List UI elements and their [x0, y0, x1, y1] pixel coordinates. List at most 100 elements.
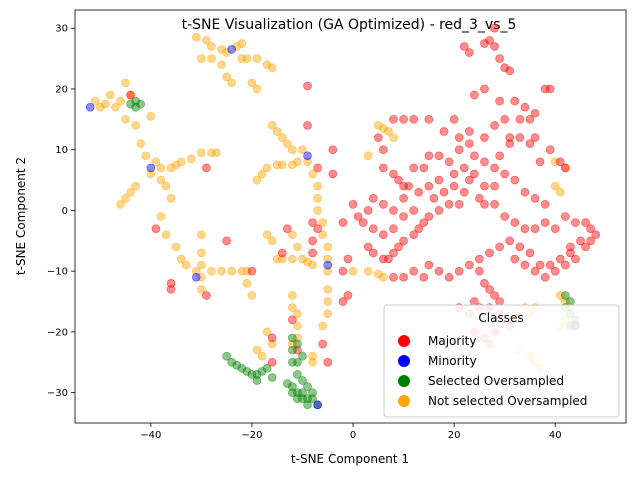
selected-oversampled-point [252, 370, 262, 379]
selected-oversampled-point [288, 382, 297, 391]
majority-point [586, 224, 595, 233]
not-selected-oversampled-point [116, 96, 125, 106]
majority-point [485, 285, 494, 294]
majority-point [555, 254, 565, 264]
majority-point [283, 224, 292, 233]
not-selected-oversampled-point [267, 339, 277, 349]
not-selected-oversampled-point [151, 157, 161, 167]
minority-point [323, 260, 333, 270]
not-selected-oversampled-point [262, 230, 272, 240]
majority-point [429, 193, 439, 203]
majority-point [490, 181, 499, 191]
not-selected-oversampled-point [197, 148, 206, 158]
majority-point [414, 187, 424, 197]
majority-point [515, 133, 525, 142]
selected-oversampled-point [126, 99, 135, 109]
majority-point [454, 133, 464, 142]
y-axis: −30 −20 −10 0 10 20 30 [47, 24, 75, 399]
majority-point [434, 266, 444, 276]
majority-point [470, 90, 479, 100]
not-selected-oversampled-point [121, 193, 130, 203]
not-selected-oversampled-point [262, 327, 272, 337]
selected-oversampled-point [257, 367, 267, 376]
not-selected-oversampled-point [550, 181, 560, 191]
majority-point [490, 163, 499, 173]
not-selected-oversampled-point [166, 163, 176, 173]
not-selected-oversampled-point [293, 321, 302, 331]
majority-point [379, 163, 388, 173]
selected-oversampled-point [293, 339, 302, 349]
not-selected-oversampled-point [116, 200, 125, 209]
majority-point [495, 151, 504, 161]
majority-point [444, 272, 454, 282]
majority-point [480, 200, 489, 209]
majority-point [490, 23, 499, 33]
not-selected-oversampled-point [288, 291, 297, 300]
selected-oversampled-point [298, 351, 307, 361]
not-selected-oversampled-point [176, 254, 186, 264]
majority-point [510, 175, 520, 185]
majority-point [384, 254, 393, 264]
not-selected-oversampled-point [227, 78, 237, 88]
majority-point [480, 133, 489, 142]
not-selected-oversampled-point [161, 230, 171, 240]
majority-point [475, 266, 484, 276]
majority-point [166, 279, 176, 288]
majority-point [495, 54, 504, 63]
selected-oversampled-point [298, 388, 307, 397]
legend-marker-selected-oversampled [398, 375, 410, 387]
x-tick-label: 0 [350, 430, 356, 441]
majority-point [419, 272, 429, 282]
majority-point [454, 145, 464, 154]
not-selected-oversampled-point [277, 133, 287, 142]
majority-point [404, 181, 413, 191]
not-selected-oversampled-point [277, 254, 287, 264]
x-axis-label: t-SNE Component 1 [291, 452, 409, 466]
majority-point [338, 297, 348, 306]
not-selected-oversampled-point [252, 345, 262, 355]
selected-oversampled-point [293, 394, 302, 404]
not-selected-oversampled-point [323, 266, 333, 276]
majority-point [500, 169, 509, 179]
majority-point [510, 254, 520, 264]
majority-point [399, 272, 408, 282]
majority-point [368, 224, 378, 233]
selected-oversampled-point [308, 388, 317, 397]
majority-point [409, 206, 418, 215]
not-selected-oversampled-point [90, 96, 100, 106]
majority-point [505, 66, 515, 76]
not-selected-oversampled-point [192, 33, 201, 42]
majority-point [363, 206, 373, 215]
not-selected-oversampled-point [237, 39, 247, 48]
not-selected-oversampled-point [288, 145, 297, 154]
majority-point [581, 218, 590, 227]
not-selected-oversampled-point [186, 154, 196, 164]
not-selected-oversampled-point [293, 309, 302, 318]
majority-point [374, 133, 383, 142]
majority-point [293, 345, 302, 355]
legend-label-minority: Minority [428, 354, 477, 368]
majority-point [566, 242, 575, 252]
not-selected-oversampled-point [293, 333, 302, 343]
majority-point [490, 121, 499, 130]
not-selected-oversampled-point [252, 84, 262, 94]
majority-point [389, 115, 398, 124]
majority-point [545, 84, 555, 94]
majority-point [439, 187, 449, 197]
not-selected-oversampled-point [111, 102, 120, 112]
majority-point [485, 36, 494, 45]
not-selected-oversampled-point [288, 254, 297, 264]
selected-oversampled-point [131, 102, 140, 112]
not-selected-oversampled-point [217, 60, 226, 69]
not-selected-oversampled-point [176, 157, 186, 167]
majority-point [540, 218, 550, 227]
not-selected-oversampled-point [267, 63, 277, 72]
majority-point [525, 139, 535, 148]
x-tick-label: −40 [140, 430, 161, 441]
majority-point [399, 236, 408, 246]
not-selected-oversampled-point [101, 99, 110, 109]
majority-point [449, 169, 459, 179]
majority-point [151, 224, 161, 233]
not-selected-oversampled-point [323, 254, 333, 264]
